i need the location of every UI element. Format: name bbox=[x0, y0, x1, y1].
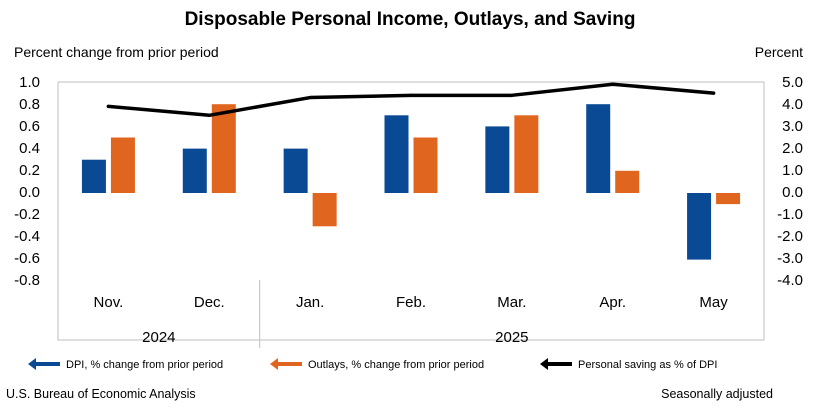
x-year-label: 2024 bbox=[142, 329, 175, 346]
saving-rate-point bbox=[207, 113, 211, 117]
x-tick-label: Dec. bbox=[194, 294, 225, 311]
bar-dpi bbox=[283, 148, 308, 193]
saving-rate-point bbox=[106, 104, 111, 109]
y-right-tick-label: 2.0 bbox=[782, 140, 803, 157]
y-left-tick-label: 0.4 bbox=[19, 140, 40, 157]
bar-outlays bbox=[716, 193, 741, 205]
source-note: U.S. Bureau of Economic Analysis bbox=[6, 387, 196, 401]
y-left-tick-label: -0.4 bbox=[14, 228, 40, 245]
y-left-tick-label: -0.2 bbox=[14, 206, 40, 223]
legend-arrow bbox=[540, 358, 548, 370]
y-right-tick-label: -1.0 bbox=[777, 206, 803, 223]
bar-series bbox=[81, 104, 741, 260]
bar-outlays bbox=[312, 193, 337, 227]
saving-rate-line bbox=[106, 82, 716, 118]
bar-dpi bbox=[586, 104, 611, 193]
y-left-tick-label: -0.6 bbox=[14, 250, 40, 267]
x-axis-categories: Nov. Dec. Jan. Feb. Mar. Apr. May 2024 2025 bbox=[94, 280, 728, 348]
saving-rate-point bbox=[409, 93, 413, 97]
saving-rate-point bbox=[510, 93, 514, 97]
legend-label: DPI, % change from prior period bbox=[66, 359, 223, 371]
y-left-tick-label: 0.8 bbox=[19, 96, 40, 113]
bar-dpi bbox=[81, 159, 106, 193]
y-right-tick-label: 5.0 bbox=[782, 74, 803, 91]
legend-arrow bbox=[270, 358, 278, 370]
legend-label: Personal saving as % of DPI bbox=[578, 359, 717, 371]
bar-outlays bbox=[514, 115, 539, 193]
y-axis-right: 5.0 4.0 3.0 2.0 1.0 0.0 -1.0 -2.0 -3.0 -4.0 bbox=[777, 74, 803, 289]
bar-outlays bbox=[110, 137, 135, 193]
saving-rate-point bbox=[611, 82, 615, 86]
y-right-tick-label: 1.0 bbox=[782, 162, 803, 179]
x-tick-label: Apr. bbox=[599, 294, 626, 311]
bar-outlays bbox=[413, 137, 438, 193]
y-right-tick-label: 4.0 bbox=[782, 96, 803, 113]
y-left-tick-label: 0.2 bbox=[19, 162, 40, 179]
y-left-tick-label: -0.8 bbox=[14, 272, 40, 289]
x-year-label: 2025 bbox=[495, 329, 528, 346]
saving-rate-point bbox=[711, 91, 716, 95]
y-right-tick-label: 3.0 bbox=[782, 118, 803, 135]
x-tick-label: Feb. bbox=[396, 294, 426, 311]
chart-title: Disposable Personal Income, Outlays, and… bbox=[185, 9, 636, 30]
y-right-tick-label: 0.0 bbox=[782, 184, 803, 201]
y-left-tick-label: 0.0 bbox=[19, 184, 40, 201]
legend-label: Outlays, % change from prior period bbox=[308, 359, 484, 371]
legend-arrow bbox=[28, 358, 36, 370]
bar-dpi bbox=[485, 126, 510, 193]
bar-outlays bbox=[615, 170, 640, 193]
x-tick-label: May bbox=[699, 294, 728, 311]
y-right-tick-label: -4.0 bbox=[777, 272, 803, 289]
y-left-tick-label: 0.6 bbox=[19, 118, 40, 135]
seasonal-note: Seasonally adjusted bbox=[661, 387, 773, 401]
legend: DPI, % change from prior period Outlays, … bbox=[28, 358, 717, 371]
y-left-tick-label: 1.0 bbox=[19, 74, 40, 91]
bar-dpi bbox=[182, 148, 207, 193]
x-tick-label: Jan. bbox=[296, 294, 324, 311]
plot-frame bbox=[57, 81, 765, 341]
x-tick-label: Nov. bbox=[94, 294, 124, 311]
y-axis-left: 1.0 0.8 0.6 0.4 0.2 0.0 -0.2 -0.4 -0.6 -0.8 bbox=[14, 74, 40, 289]
bar-dpi bbox=[384, 115, 409, 193]
y-axis-right-title: Percent bbox=[755, 44, 803, 60]
y-right-tick-label: -3.0 bbox=[777, 250, 803, 267]
line-series bbox=[106, 82, 716, 118]
y-right-tick-label: -2.0 bbox=[777, 228, 803, 245]
bar-dpi bbox=[687, 193, 712, 260]
x-tick-label: Mar. bbox=[497, 294, 526, 311]
saving-rate-point bbox=[308, 95, 312, 100]
y-axis-left-title: Percent change from prior period bbox=[14, 44, 219, 60]
bar-outlays bbox=[211, 104, 236, 193]
